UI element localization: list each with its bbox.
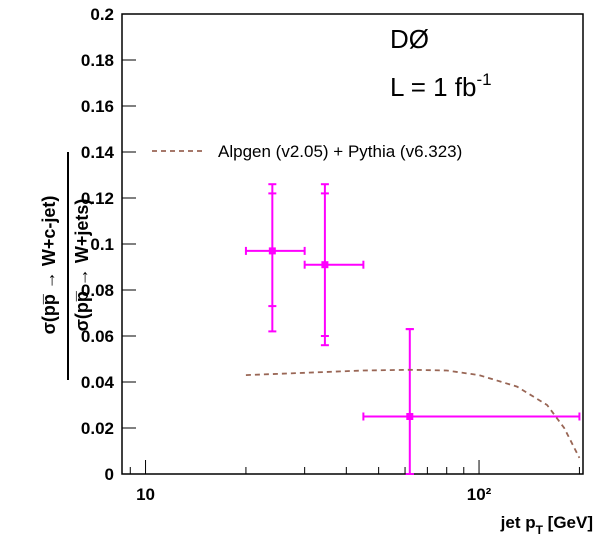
data-point (321, 261, 329, 269)
x-tick-label: 10 (136, 485, 155, 504)
x-axis-label: [GeV] (543, 513, 593, 532)
data-point (268, 247, 276, 255)
y-tick-label: 0.02 (81, 419, 114, 438)
y-tick-label: 0.14 (81, 143, 115, 162)
y-tick-label: 0.18 (81, 51, 114, 70)
annotation: -1 (477, 70, 492, 89)
y-tick-label: 0.04 (81, 373, 115, 392)
annotation: DØ (390, 24, 429, 54)
y-tick-label: 0.06 (81, 327, 114, 346)
annotation: L = 1 fb-1 (390, 70, 492, 102)
annotation: L = 1 fb (390, 72, 477, 102)
x-tick-label: 10² (467, 485, 492, 504)
legend-label: Alpgen (v2.05) + Pythia (v6.323) (218, 142, 462, 161)
x-axis-label: jet p (500, 513, 536, 532)
y-tick-label: 0.2 (90, 5, 114, 24)
y-tick-label: 0.12 (81, 189, 114, 208)
x-axis-label: T (536, 523, 544, 537)
x-axis-label: jet pT [GeV] (500, 513, 593, 537)
y-tick-label: 0.16 (81, 97, 114, 116)
data-point (406, 413, 414, 420)
y-axis-label: σ(pp̅ → W+c-jet) (39, 196, 59, 335)
y-tick-label: 0 (105, 465, 114, 484)
theory-curve (245, 368, 581, 459)
y-tick-label: 0.1 (90, 235, 114, 254)
y-axis-label: σ(pp̅ → W+jets) (72, 199, 92, 332)
plot-frame (121, 13, 584, 475)
y-tick-label: 0.08 (81, 281, 114, 300)
